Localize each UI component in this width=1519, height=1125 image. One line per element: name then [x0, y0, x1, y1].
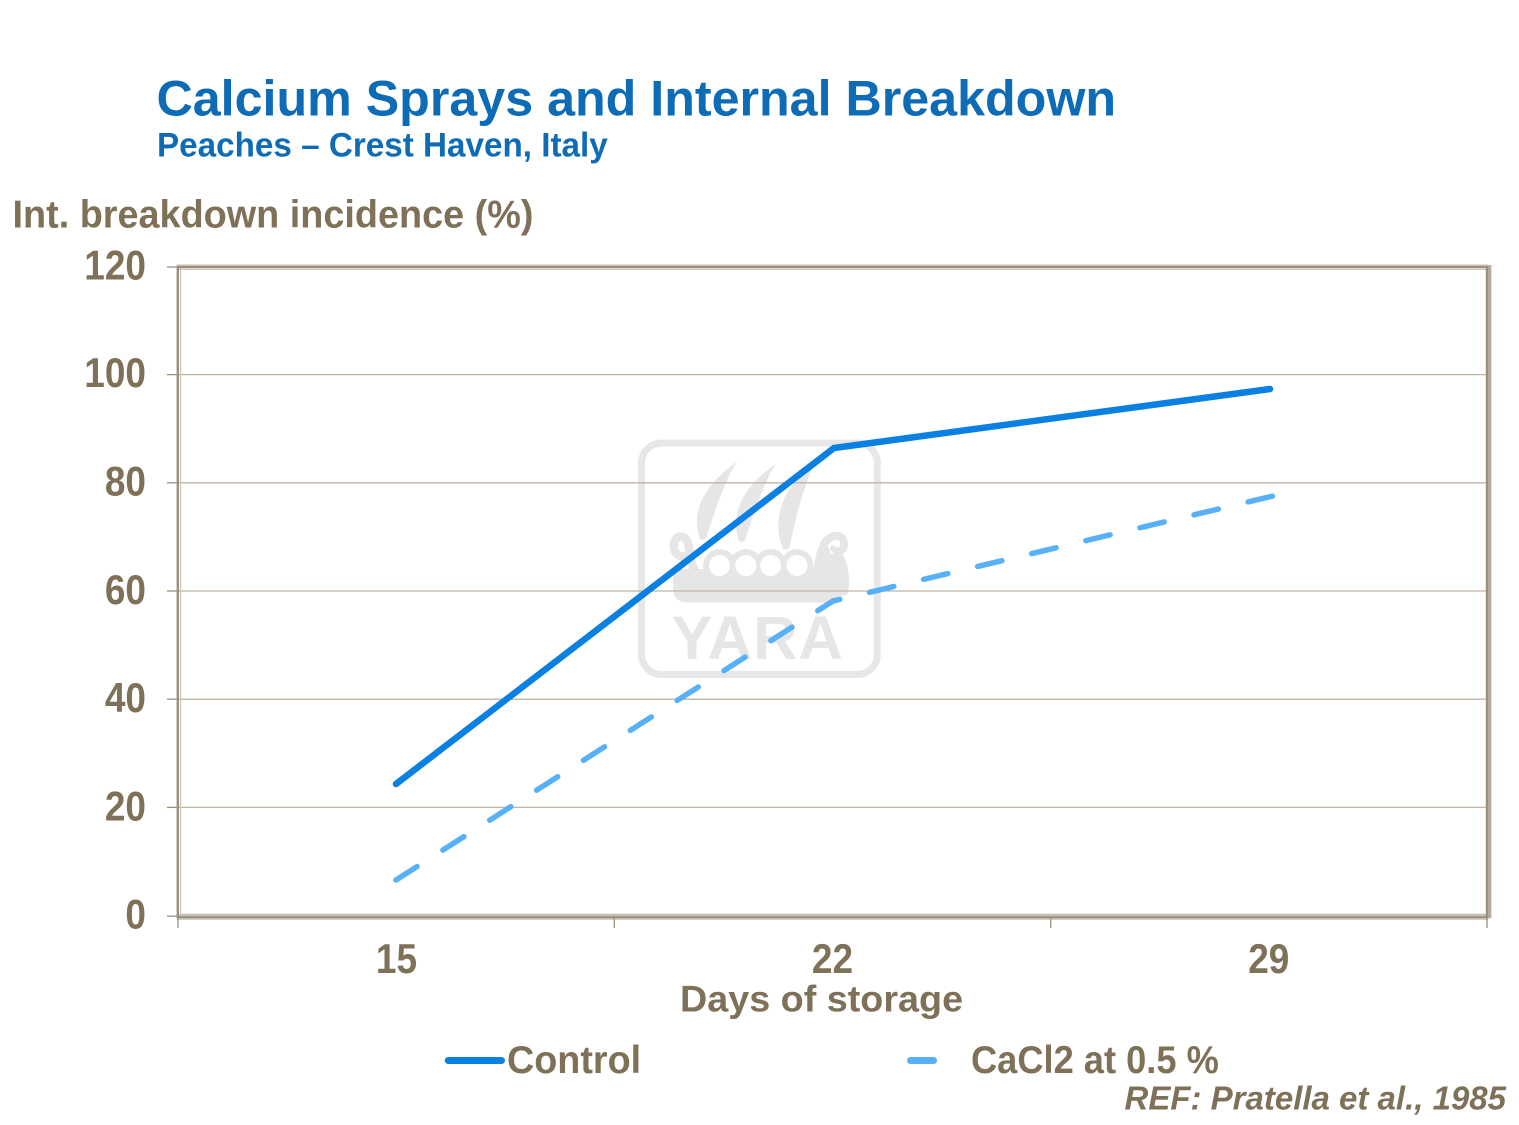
svg-text:20: 20 — [105, 784, 146, 830]
svg-text:29: 29 — [1248, 936, 1289, 982]
svg-text:120: 120 — [84, 243, 146, 289]
svg-text:CaCl2 at 0.5 %: CaCl2 at 0.5 % — [971, 1038, 1219, 1081]
svg-text:100: 100 — [84, 350, 146, 396]
svg-text:Calcium Sprays and Internal Br: Calcium Sprays and Internal Breakdown — [157, 70, 1117, 126]
svg-text:22: 22 — [812, 936, 853, 982]
svg-text:60: 60 — [105, 567, 146, 613]
svg-text:Peaches – Crest Haven, Italy: Peaches – Crest Haven, Italy — [157, 127, 608, 164]
svg-text:Int. breakdown incidence (%): Int. breakdown incidence (%) — [13, 193, 534, 237]
svg-text:0: 0 — [125, 892, 146, 938]
svg-text:40: 40 — [105, 675, 146, 721]
svg-text:Days of storage: Days of storage — [680, 978, 963, 1020]
svg-text:15: 15 — [376, 936, 417, 982]
svg-text:80: 80 — [105, 459, 146, 505]
svg-text:REF: Pratella et al., 1985: REF: Pratella et al., 1985 — [1124, 1080, 1506, 1117]
svg-text:YARA: YARA — [672, 604, 844, 673]
svg-text:Control: Control — [507, 1038, 641, 1082]
